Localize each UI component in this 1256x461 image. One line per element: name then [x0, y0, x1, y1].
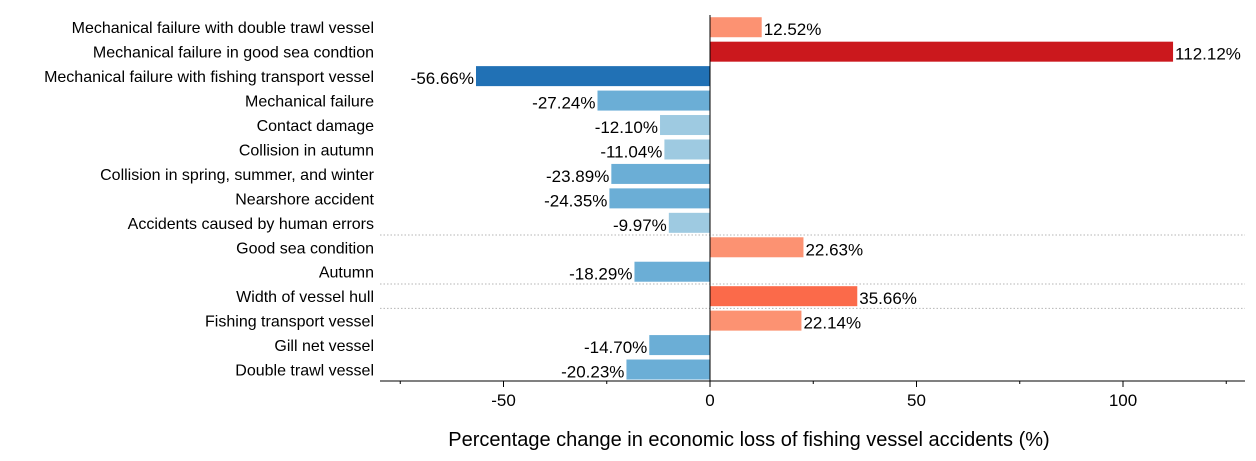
value-label-collision-in-spring-summer-and-winter: -23.89% [546, 167, 609, 186]
value-label-mechanical-failure-in-good-sea-condtion: 112.12% [1175, 45, 1241, 64]
category-label-accidents-caused-by-human-errors: Accidents caused by human errors [128, 216, 374, 233]
bar-fishing-transport-vessel [710, 310, 802, 331]
category-label-collision-in-spring-summer-and-winter: Collision in spring, summer, and winter [100, 167, 375, 184]
bar-mechanical-failure-in-good-sea-condtion [710, 41, 1174, 62]
bar-collision-in-spring-summer-and-winter [611, 163, 710, 184]
category-label-autumn: Autumn [319, 265, 374, 282]
bar-gill-net-vessel [649, 335, 710, 356]
x-tick-label: 50 [907, 391, 926, 410]
category-label-mechanical-failure-with-fishing-transport-vessel: Mechanical failure with fishing transpor… [44, 69, 374, 86]
category-label-fishing-transport-vessel: Fishing transport vessel [205, 314, 374, 331]
category-label-gill-net-vessel: Gill net vessel [274, 338, 374, 355]
bar-mechanical-failure [597, 90, 710, 111]
category-label-contact-damage: Contact damage [257, 118, 375, 135]
value-label-double-trawl-vessel: -20.23% [561, 363, 624, 382]
category-label-mechanical-failure: Mechanical failure [245, 94, 374, 111]
group-separators [380, 234, 1245, 309]
x-axis-ticks: -50 0 50 100 [399, 381, 1227, 410]
value-label-collision-in-autumn: -11.04% [600, 142, 662, 161]
x-tick-label: -50 [491, 391, 516, 410]
category-label-mechanical-failure-with-double-trawl-vessel: Mechanical failure with double trawl ves… [72, 20, 374, 37]
bar-nearshore-accident [609, 188, 710, 209]
x-tick-label: 100 [1109, 391, 1137, 410]
bar-accidents-caused-by-human-errors [668, 212, 710, 233]
value-label-contact-damage: -12.10% [595, 118, 658, 137]
category-label-collision-in-autumn: Collision in autumn [239, 142, 374, 159]
value-label-gill-net-vessel: -14.70% [584, 338, 647, 357]
category-label-width-of-vessel-hull: Width of vessel hull [236, 289, 374, 306]
category-label-nearshore-accident: Nearshore accident [235, 191, 374, 208]
category-label-good-sea-condition: Good sea condition [236, 240, 374, 257]
bars-group [475, 17, 1174, 380]
bar-mechanical-failure-with-double-trawl-vessel [710, 17, 762, 38]
category-label-mechanical-failure-in-good-sea-condtion: Mechanical failure in good sea condtion [93, 45, 374, 62]
bar-collision-in-autumn [664, 139, 710, 160]
value-label-mechanical-failure-with-double-trawl-vessel: 12.52% [764, 20, 822, 39]
bar-width-of-vessel-hull [710, 286, 858, 307]
value-labels: 12.52% 112.12% -56.66% -27.24%-12.10% -11.04… [411, 20, 1241, 381]
value-label-good-sea-condition: 22.63% [805, 240, 863, 259]
value-label-width-of-vessel-hull: 35.66% [859, 289, 917, 308]
category-labels: Mechanical failure with double trawl ves… [44, 20, 375, 379]
value-label-fishing-transport-vessel: 22.14% [803, 314, 861, 333]
bar-good-sea-condition [710, 237, 804, 258]
value-label-mechanical-failure: -27.24% [532, 94, 595, 113]
value-label-autumn: -18.29% [569, 265, 632, 284]
value-label-accidents-caused-by-human-errors: -9.97% [613, 216, 667, 235]
value-label-nearshore-accident: -24.35% [544, 191, 607, 210]
bar-mechanical-failure-with-fishing-transport-vessel [475, 66, 710, 87]
bar-double-trawl-vessel [626, 359, 710, 380]
value-label-mechanical-failure-with-fishing-transport-vessel: -56.66% [411, 69, 474, 88]
x-tick-label: 0 [705, 391, 714, 410]
bar-autumn [634, 261, 710, 282]
bar-contact-damage [660, 115, 710, 136]
x-axis-title: Percentage change in economic loss of fi… [448, 429, 1049, 451]
category-label-double-trawl-vessel: Double trawl vessel [235, 363, 374, 380]
